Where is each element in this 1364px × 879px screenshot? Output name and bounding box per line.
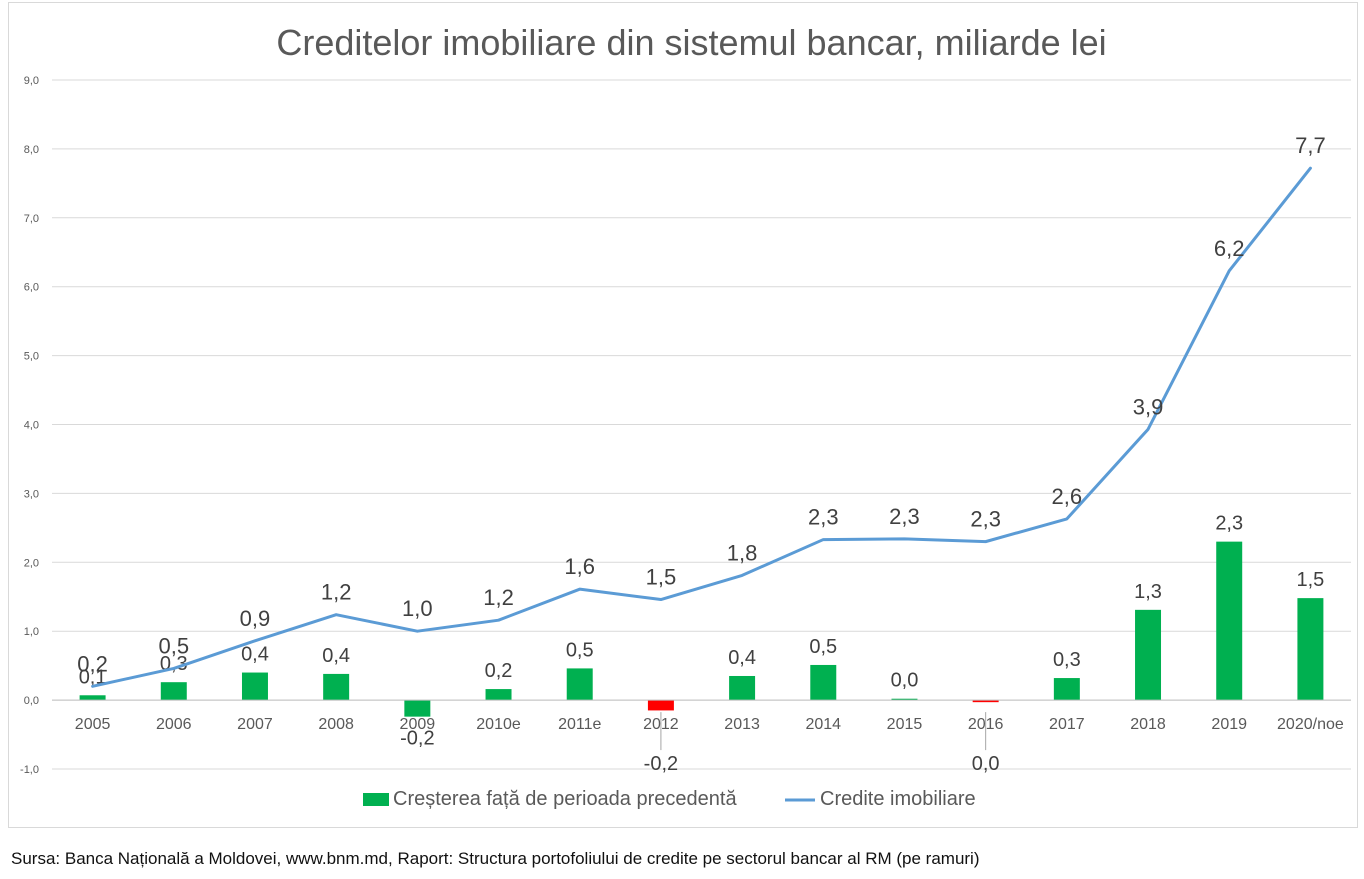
x-tick-label: 2006 — [156, 716, 192, 733]
series-line-credite-imobiliare — [91, 166, 1312, 688]
bar — [404, 700, 431, 717]
bar-data-label: 0,2 — [485, 660, 513, 682]
bar — [566, 668, 593, 701]
y-tick-label: 5,0 — [24, 351, 39, 363]
line-data-label: 7,7 — [1295, 133, 1326, 158]
line-data-label: 2,3 — [808, 505, 839, 530]
line-data-label: 2,3 — [889, 504, 920, 529]
y-tick-label: 3,0 — [24, 488, 39, 500]
x-tick-label: 2009 — [400, 716, 436, 733]
line-data-label: 1,2 — [321, 580, 352, 605]
line-data-label: 1,2 — [483, 585, 514, 610]
bar-data-label: 0,0 — [891, 670, 919, 692]
line-data-label: 1,6 — [564, 554, 595, 579]
x-tick-label: 2007 — [237, 716, 273, 733]
legend-label-bars: Creșterea față de perioada precedentă — [393, 788, 737, 810]
bar-data-label: 2,3 — [1215, 513, 1243, 535]
x-tick-label: 2013 — [724, 716, 760, 733]
bar — [810, 664, 837, 701]
x-tick-label: 2017 — [1049, 716, 1085, 733]
line-data-label: 0,5 — [158, 633, 189, 658]
bar — [647, 700, 674, 711]
y-tick-label: -1,0 — [20, 764, 39, 776]
bar-data-label: 0,5 — [809, 636, 837, 658]
bar-data-label: 1,5 — [1297, 569, 1325, 591]
x-tick-label: 2008 — [318, 716, 354, 733]
x-tick-label: 2005 — [75, 716, 111, 733]
bar-data-label: 0,4 — [728, 647, 756, 669]
chart-title: Creditelor imobiliare din sistemul banca… — [276, 22, 1106, 63]
x-tick-label: 2010e — [476, 716, 521, 733]
line-data-label: 2,6 — [1052, 484, 1083, 509]
bar — [160, 682, 187, 701]
line-data-label: 0,9 — [240, 606, 271, 631]
line-data-label: 1,8 — [727, 540, 758, 565]
bar — [323, 673, 350, 701]
y-tick-label: 9,0 — [24, 75, 39, 87]
source-note: Sursa: Banca Națională a Moldovei, www.b… — [11, 849, 980, 868]
bar — [1135, 609, 1162, 701]
bar-data-label: 0,5 — [566, 639, 594, 661]
x-tick-label: 2018 — [1130, 716, 1166, 733]
y-tick-label: 8,0 — [24, 144, 39, 156]
bar-data-label: 0,1 — [79, 666, 107, 688]
bar-data-label: -0,2 — [644, 753, 678, 775]
bar — [79, 695, 106, 701]
line-data-label: 2,3 — [970, 507, 1001, 532]
bar — [485, 689, 512, 701]
y-tick-label: 0,0 — [24, 695, 39, 707]
bar — [241, 672, 268, 701]
y-tick-label: 4,0 — [24, 420, 39, 432]
bar — [1053, 678, 1080, 701]
y-tick-label: 2,0 — [24, 557, 39, 569]
bar — [891, 698, 918, 701]
x-tick-label: 2011e — [558, 716, 601, 733]
chart-frame: Creditelor imobiliare din sistemul banca… — [8, 2, 1358, 828]
y-tick-label: 6,0 — [24, 282, 39, 294]
line-data-label: 1,0 — [402, 596, 433, 621]
bar-data-label: 0,4 — [322, 645, 350, 667]
x-tick-label: 2020/noe — [1277, 716, 1344, 733]
bar-data-label: 0,3 — [1053, 649, 1081, 671]
y-tick-label: 1,0 — [24, 626, 39, 638]
bar — [1216, 541, 1243, 701]
line-data-label: 6,2 — [1214, 236, 1245, 261]
x-tick-label: 2014 — [805, 716, 841, 733]
legend-swatch-bars — [363, 793, 389, 806]
line-data-label: 0,2 — [77, 651, 108, 676]
bar-data-label: -0,2 — [400, 728, 434, 750]
x-tick-label: 2015 — [887, 716, 923, 733]
y-tick-label: 7,0 — [24, 213, 39, 225]
bar-data-label: 0,4 — [241, 644, 269, 666]
chart-svg: Creditelor imobiliare din sistemul banca… — [20, 22, 1351, 810]
x-tick-label: 2019 — [1211, 716, 1247, 733]
line-data-label: 3,9 — [1133, 394, 1164, 419]
legend-label-line: Credite imobiliare — [820, 788, 976, 810]
bar-data-label: 1,3 — [1134, 581, 1162, 603]
bar — [729, 675, 756, 701]
bar — [972, 700, 999, 703]
bar — [1297, 598, 1324, 701]
line-data-label: 1,5 — [646, 565, 677, 590]
bar-data-label: 0,0 — [972, 753, 1000, 775]
